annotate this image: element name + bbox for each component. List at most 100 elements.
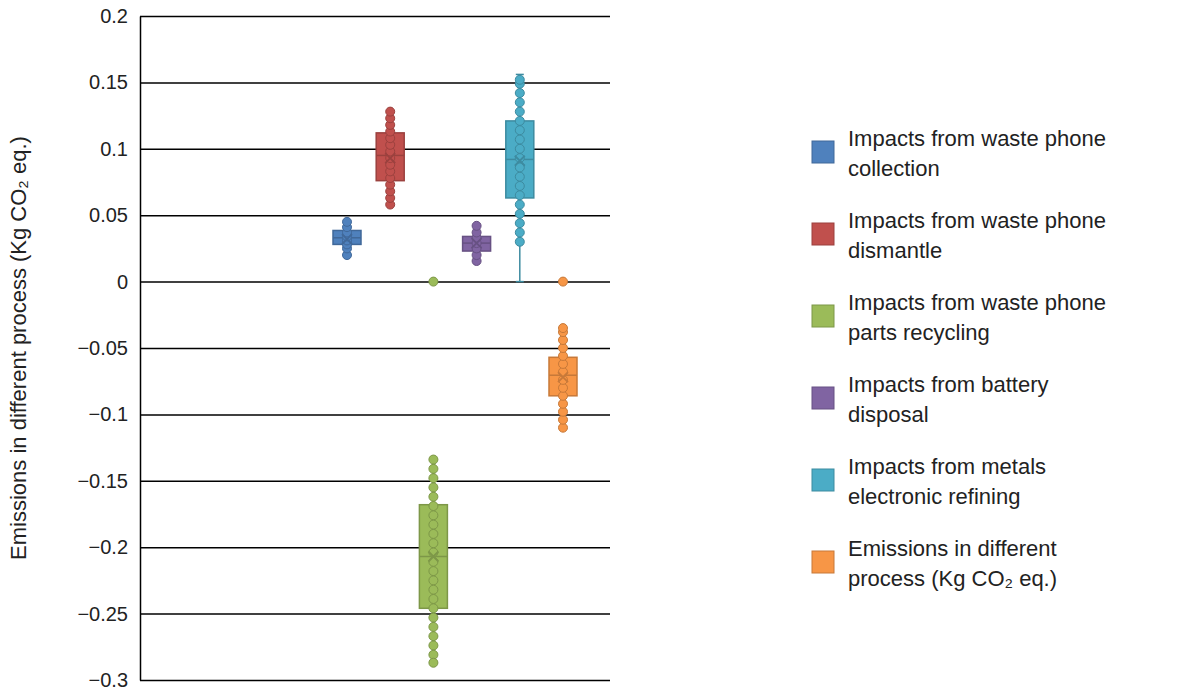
data-point — [429, 641, 438, 650]
data-point — [429, 576, 438, 585]
data-point — [515, 144, 524, 153]
mean-marker — [558, 372, 568, 382]
chart: 0.2 0.15 0.1 0.05 0 −0.05 −0.1 −0.15 −0.2 −0.25 −0… — [0, 0, 1187, 696]
data-point — [429, 483, 438, 492]
data-point — [343, 217, 352, 226]
y-tick: −0.2 — [89, 536, 610, 558]
legend-item: Impacts from waste phoneparts recycling — [812, 290, 1106, 345]
box-body — [376, 133, 404, 181]
legend-swatch — [812, 469, 834, 491]
data-point — [515, 75, 524, 84]
grid-line — [140, 348, 610, 350]
data-point — [515, 228, 524, 237]
data-point — [515, 200, 524, 209]
grid-line — [140, 680, 610, 682]
outlier-point — [559, 277, 568, 286]
y-tick-label: −0.05 — [77, 337, 128, 359]
grid-line — [140, 16, 610, 18]
data-point — [515, 116, 524, 125]
data-point — [429, 492, 438, 501]
data-point — [429, 502, 438, 511]
grid-line — [140, 149, 610, 151]
data-point — [429, 585, 438, 594]
data-point — [429, 529, 438, 538]
data-point — [386, 107, 395, 116]
data-point — [429, 622, 438, 631]
legend-swatch — [812, 387, 834, 409]
y-tick: 0.15 — [89, 71, 610, 93]
grid-line — [140, 613, 610, 615]
box-body — [506, 121, 534, 198]
legend-item: Impacts from waste phonecollection — [812, 126, 1106, 181]
box — [376, 107, 404, 209]
mean-marker — [385, 153, 395, 163]
data-point — [515, 237, 524, 246]
y-tick-label: 0.15 — [89, 71, 128, 93]
y-tick-label: 0.05 — [89, 204, 128, 226]
grid-line — [140, 414, 610, 416]
y-tick: 0.05 — [89, 204, 610, 226]
plot-area — [333, 74, 577, 667]
y-tick: −0.05 — [77, 337, 610, 359]
data-point — [429, 604, 438, 613]
y-tick: −0.3 — [89, 669, 610, 691]
y-axis-title: Emissions in different process (Kg CO₂ e… — [6, 136, 31, 560]
data-point — [515, 191, 524, 200]
data-point — [429, 511, 438, 520]
box — [333, 217, 361, 259]
data-point — [515, 98, 524, 107]
data-point — [429, 464, 438, 473]
legend-swatch — [812, 551, 834, 573]
y-tick-label: 0.2 — [100, 5, 128, 27]
legend-label: Impacts from metalselectronic refining — [848, 454, 1046, 509]
data-point — [515, 126, 524, 135]
y-tick: −0.1 — [89, 403, 610, 425]
y-tick-label: −0.2 — [89, 536, 128, 558]
data-point — [429, 658, 438, 667]
y-tick: 0 — [117, 271, 610, 293]
mean-marker — [515, 156, 525, 166]
grid-line — [140, 281, 610, 283]
legend-item: Impacts from metalselectronic refining — [812, 454, 1046, 509]
grid-line — [140, 481, 610, 483]
legend-swatch — [812, 141, 834, 163]
y-tick: 0.2 — [100, 5, 610, 27]
legend-swatch — [812, 223, 834, 245]
data-point — [429, 613, 438, 622]
data-point — [429, 594, 438, 603]
mean-marker — [472, 238, 482, 248]
legend-item: Impacts from batterydisposal — [812, 372, 1049, 427]
data-point — [429, 539, 438, 548]
y-tick-label: 0.1 — [100, 138, 128, 160]
data-point — [515, 209, 524, 218]
box — [419, 277, 447, 667]
mean-marker — [342, 234, 352, 244]
y-tick-label: −0.25 — [77, 603, 128, 625]
data-point — [515, 181, 524, 190]
y-tick-label: −0.3 — [89, 669, 128, 691]
data-point — [515, 219, 524, 228]
box — [506, 74, 534, 281]
legend-swatch — [812, 305, 834, 327]
y-tick: −0.15 — [77, 470, 610, 492]
legend-item: Impacts from waste phonedismantle — [812, 208, 1106, 263]
box — [463, 221, 491, 265]
legend: Impacts from waste phonecollection Impact… — [812, 126, 1106, 591]
legend-label: Impacts from waste phoneparts recycling — [848, 290, 1106, 345]
grid-line — [140, 215, 610, 217]
outlier-point — [429, 277, 438, 286]
y-tick-label: −0.15 — [77, 470, 128, 492]
legend-label: Impacts from waste phonecollection — [848, 126, 1106, 181]
data-point — [472, 221, 481, 230]
grid-line — [140, 82, 610, 84]
data-point — [515, 172, 524, 181]
data-point — [429, 567, 438, 576]
y-tick: −0.25 — [77, 603, 610, 625]
y-axis: 0.2 0.15 0.1 0.05 0 −0.05 −0.1 −0.15 −0.2 −0.25 −0… — [77, 5, 610, 691]
data-point — [515, 135, 524, 144]
legend-label: Impacts from waste phonedismantle — [848, 208, 1106, 263]
y-tick-label: −0.1 — [89, 403, 128, 425]
data-point — [515, 107, 524, 116]
box — [549, 277, 577, 432]
legend-label: Emissions in differentprocess (Kg CO₂ eq… — [848, 536, 1057, 591]
